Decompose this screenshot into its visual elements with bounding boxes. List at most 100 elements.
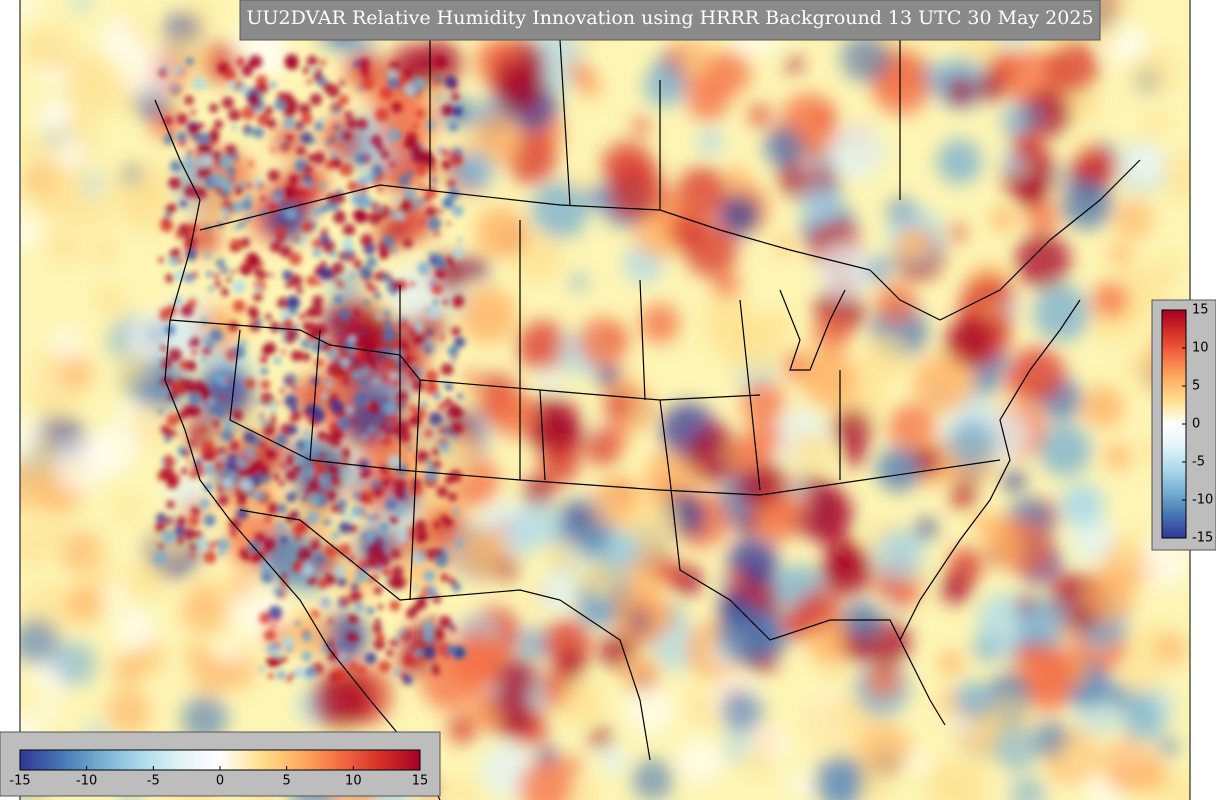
field-blob [1061,178,1113,230]
field-speckle [280,462,286,469]
field-speckle [420,401,428,409]
field-speckle [393,478,407,493]
field-speckle [341,238,354,250]
field-speckle [198,153,212,167]
field-speckle [272,646,283,657]
field-speckle [217,494,229,507]
field-speckle [312,238,323,249]
field-speckle [410,281,416,287]
field-speckle [453,336,466,348]
field-speckle [451,92,460,101]
field-speckle [377,186,384,193]
field-blob [604,392,632,420]
field-speckle [221,266,230,274]
field-speckle [433,521,441,529]
field-speckle [337,281,345,289]
field-speckle [429,412,443,426]
field-speckle [192,77,206,91]
field-blob [1125,144,1165,184]
field-blob [1058,623,1078,642]
field-blob [798,182,839,223]
field-blob [20,523,55,568]
field-blob [20,618,60,666]
field-blob [122,47,175,100]
field-speckle [301,220,314,233]
field-blob [95,285,127,317]
field-blob [825,528,844,547]
field-speckle [280,349,287,355]
field-speckle [367,339,373,345]
field-speckle [387,575,400,588]
field-speckle [169,429,177,437]
field-blob [115,352,152,389]
field-speckle [424,186,438,199]
field-speckle [253,177,263,187]
field-speckle [252,549,266,563]
field-speckle [391,377,401,387]
field-speckle [208,286,214,292]
field-speckle [346,642,355,651]
field-speckle [413,585,419,591]
field-blob [447,714,478,744]
field-speckle [413,332,427,347]
field-speckle [319,596,332,609]
field-speckle [328,618,333,624]
field-speckle [358,460,363,465]
field-blob [719,194,761,236]
field-speckle [280,536,288,544]
field-speckle [415,109,425,119]
field-speckle [339,309,351,321]
field-blob [800,350,859,408]
field-speckle [222,193,229,200]
field-blob [1012,129,1046,163]
field-speckle [339,79,345,86]
field-speckle [361,330,366,336]
field-speckle [429,257,436,264]
field-speckle [284,56,298,70]
field-speckle [203,133,209,138]
field-blob [555,650,587,682]
field-speckle [156,513,167,524]
field-speckle [435,547,444,557]
field-speckle [381,435,392,447]
field-speckle [211,150,222,161]
field-speckle [375,313,382,320]
field-speckle [365,555,379,569]
field-speckle [200,440,215,454]
field-speckle [430,280,437,287]
field-speckle [373,586,383,595]
field-blob [677,737,724,785]
field-speckle [386,649,394,657]
field-speckle [269,417,277,425]
field-speckle [230,245,238,252]
field-speckle [361,69,370,77]
field-blob [948,224,966,242]
field-blob [1143,110,1169,136]
field-speckle [312,248,322,258]
tick-label: 5 [1192,379,1200,394]
field-speckle [348,613,359,624]
field-speckle [205,271,213,278]
field-speckle [313,410,326,423]
field-blob [1004,376,1021,394]
field-blob [601,420,630,448]
field-speckle [176,131,188,143]
field-blob [865,663,901,699]
field-speckle [157,409,164,415]
field-speckle [452,295,465,307]
field-speckle [353,491,362,500]
field-speckle [378,660,391,673]
field-speckle [190,349,198,356]
field-speckle [234,427,240,432]
field-speckle [348,555,356,562]
field-speckle [358,57,370,70]
field-blob [589,726,612,749]
field-blob [1118,26,1150,57]
tick-label: 10 [1192,341,1209,356]
field-blob [1030,719,1069,757]
field-speckle [409,194,416,201]
field-speckle [184,240,195,251]
field-speckle [383,321,393,330]
field-blob [369,492,395,518]
